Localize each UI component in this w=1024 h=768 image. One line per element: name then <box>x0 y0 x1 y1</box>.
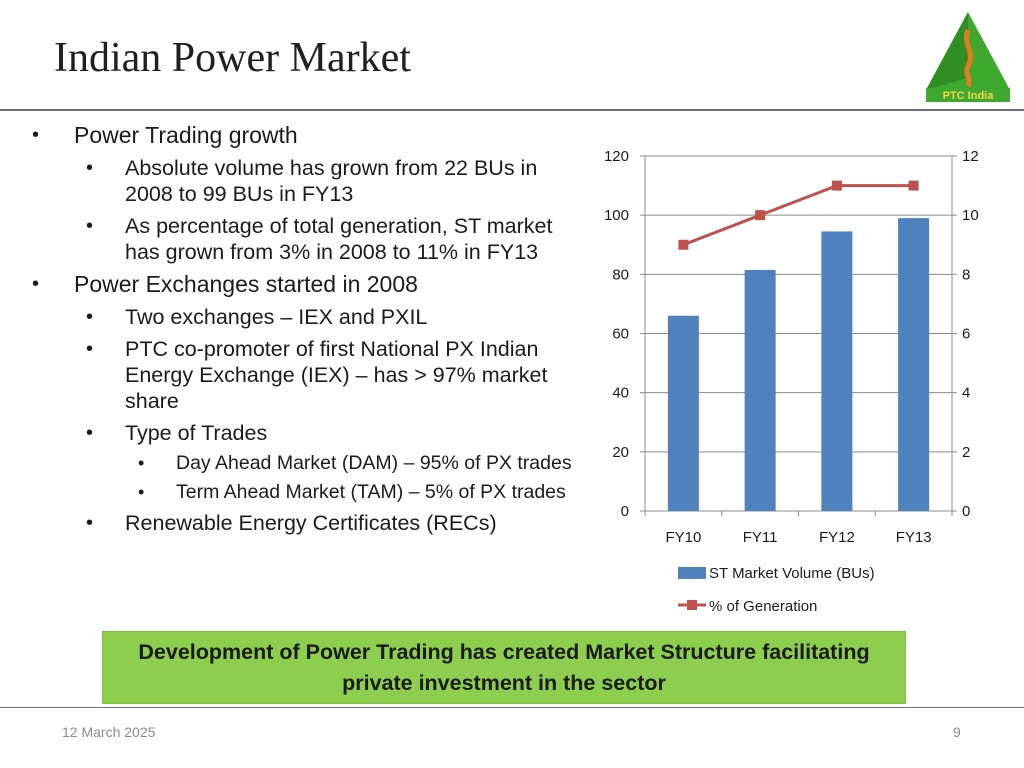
bar-fy11 <box>744 269 776 511</box>
bar-fy12 <box>821 231 853 511</box>
y-tick-label-right: 2 <box>962 444 970 461</box>
bullet-level-2: • Absolute volume has grown from 22 BUs i… <box>30 155 590 207</box>
y-tick-label-right: 12 <box>962 148 979 165</box>
bullet-level-1: • Power Trading growth <box>30 122 590 149</box>
bullet-marker: • <box>138 453 145 473</box>
legend-swatch-marker <box>687 600 697 610</box>
bullet-text: Two exchanges – IEX and PXIL <box>125 305 428 329</box>
bar-fy13 <box>898 218 930 511</box>
y-tick-label-left: 20 <box>612 444 629 461</box>
bullet-level-2: • As percentage of total generation, ST m… <box>30 213 590 265</box>
y-tick-label-right: 8 <box>962 266 970 283</box>
bullet-marker: • <box>86 215 94 237</box>
bullet-marker: • <box>86 512 94 534</box>
bullet-text: Absolute volume has grown from 22 BUs in… <box>125 156 538 206</box>
x-tick-label: FY12 <box>819 529 855 546</box>
bullet-text: Power Trading growth <box>74 122 298 148</box>
bullet-text: Type of Trades <box>125 421 268 445</box>
line-series-generation <box>682 184 914 247</box>
line-marker-fy11 <box>755 210 766 221</box>
header-rule <box>0 109 1024 111</box>
bullet-marker: • <box>86 306 94 328</box>
footer-date: 12 March 2025 <box>62 724 156 740</box>
bullet-level-1: • Power Exchanges started in 2008 <box>30 271 590 298</box>
bar-fy10 <box>667 315 699 511</box>
bullet-list: • Power Trading growth • Absolute volume ha… <box>30 122 590 542</box>
legend-label-bar: ST Market Volume (BUs) <box>709 565 875 582</box>
bullet-level-2: • Renewable Energy Certificates (RECs) <box>30 510 590 536</box>
y-tick-label-left: 0 <box>621 503 629 520</box>
bullet-text: As percentage of total generation, ST ma… <box>125 214 553 264</box>
legend-label-line: % of Generation <box>709 598 817 615</box>
y-tick-label-right: 10 <box>962 207 979 224</box>
footer-rule <box>0 707 1024 708</box>
y-tick-label-left: 120 <box>604 148 629 165</box>
bullet-level-2: • PTC co-promoter of first National PX In… <box>30 336 590 414</box>
y-tick-label-right: 0 <box>962 503 970 520</box>
svg-text:PTC India: PTC India <box>943 90 995 102</box>
y-tick-label-left: 60 <box>612 326 629 343</box>
bullet-level-2: • Type of Trades <box>30 420 590 446</box>
x-tick-label: FY13 <box>896 529 932 546</box>
x-tick-label: FY11 <box>743 529 778 546</box>
legend-swatch-bar <box>678 567 706 579</box>
bullet-marker: • <box>86 422 94 444</box>
bullet-text: Day Ahead Market (DAM) – 95% of PX trade… <box>176 452 572 474</box>
line-marker-fy13 <box>908 180 919 191</box>
bullet-text: Power Exchanges started in 2008 <box>74 271 418 297</box>
y-tick-label-left: 80 <box>612 266 629 283</box>
bullet-text: Renewable Energy Certificates (RECs) <box>125 511 497 535</box>
x-tick-label: FY10 <box>665 529 701 546</box>
bullet-marker: • <box>32 124 40 146</box>
line-marker-fy12 <box>831 180 842 191</box>
bullet-marker: • <box>86 157 94 179</box>
page-number: 9 <box>953 724 961 740</box>
line-marker-fy10 <box>678 239 689 250</box>
conclusion-callout: Development of Power Trading has created… <box>102 631 906 704</box>
bullet-level-2: • Two exchanges – IEX and PXIL <box>30 304 590 330</box>
y-tick-label-left: 40 <box>612 385 629 402</box>
y-tick-label-right: 4 <box>962 385 970 402</box>
y-tick-label-right: 6 <box>962 326 970 343</box>
bullet-marker: • <box>138 482 145 502</box>
slide-title: Indian Power Market <box>54 35 411 81</box>
combo-chart: 0 0 20 2 40 4 60 6 80 8 100 10 120 12 FY10 FY11 FY12 FY13… <box>604 148 979 615</box>
bullet-level-3: • Term Ahead Market (TAM) – 5% of PX trad… <box>30 481 590 504</box>
ptc-india-logo: PTC India <box>926 12 1010 102</box>
y-tick-label-left: 100 <box>604 207 629 224</box>
bullet-text: Term Ahead Market (TAM) – 5% of PX trade… <box>176 481 566 503</box>
bullet-level-3: • Day Ahead Market (DAM) – 95% of PX trad… <box>30 452 590 475</box>
callout-text: Development of Power Trading has created… <box>138 639 870 695</box>
bullet-marker: • <box>86 338 94 360</box>
bullet-text: PTC co-promoter of first National PX Ind… <box>125 337 548 413</box>
bullet-marker: • <box>32 273 40 295</box>
